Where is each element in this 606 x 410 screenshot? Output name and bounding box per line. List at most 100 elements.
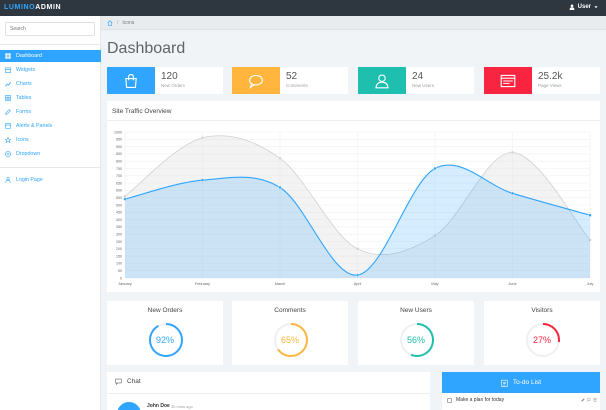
todo-item-text: Make a plan for today (456, 397, 505, 403)
x-tick-label: February (195, 282, 210, 286)
data-point (588, 213, 592, 217)
panel-divider (107, 393, 430, 394)
y-tick-label: 450 (116, 211, 122, 215)
data-point (278, 156, 282, 160)
sidebar-item-label: Widgets (16, 67, 36, 73)
progress-arc (274, 323, 308, 357)
progress-value: 92% (155, 335, 174, 345)
sidebar-item-label: Tables (16, 95, 32, 101)
stat-value: 25.2k (538, 71, 563, 82)
sidebar-item-dropdown[interactable]: Dropdown (0, 148, 101, 160)
data-point (355, 273, 360, 277)
progress-arc (526, 323, 560, 357)
sidebar-item-label: Forms (16, 109, 32, 115)
user-menu[interactable]: User (569, 4, 598, 10)
home-icon[interactable] (107, 19, 113, 26)
sidebar: Dashboard Widgets Charts Tables Forms Al… (0, 16, 101, 410)
table-icon (5, 95, 11, 101)
user-label: User (577, 4, 591, 10)
flag-icon[interactable] (587, 398, 591, 402)
browser-window-icon (500, 74, 516, 87)
search-input[interactable] (5, 22, 95, 36)
circle-plus-icon (5, 151, 11, 157)
user-icon (375, 73, 389, 88)
window-icon (5, 123, 11, 129)
sidebar-item-tables[interactable]: Tables (0, 92, 101, 104)
y-tick-label: 350 (116, 225, 122, 229)
clipboard-icon (501, 379, 508, 387)
y-tick-label: 300 (116, 233, 122, 237)
data-point (200, 136, 205, 140)
data-point (433, 233, 437, 238)
sidebar-item-login[interactable]: Login Page (0, 174, 101, 186)
panel-divider (107, 120, 600, 121)
progress-panel-orders: New Orders 92% (107, 301, 223, 365)
sidebar-item-charts[interactable]: Charts (0, 78, 101, 90)
stat-icon-box (358, 67, 406, 94)
y-tick-label: 200 (116, 247, 122, 251)
sidebar-item-label: Dashboard (16, 53, 42, 59)
star-icon (5, 137, 11, 143)
data-point (510, 150, 515, 155)
sidebar-item-forms[interactable]: Forms (0, 106, 101, 118)
todo-title: To-do List (512, 379, 542, 386)
progress-arc (400, 323, 434, 357)
shopping-bag-icon (125, 73, 137, 88)
data-point (588, 238, 592, 242)
y-tick-label: 250 (116, 240, 122, 244)
sidebar-item-label: Login Page (16, 177, 43, 183)
site-traffic-panel: Site Traffic Overview 0 50 100 150 200 250 300… (107, 101, 600, 292)
chat-message-author: John Doe (147, 403, 170, 409)
todo-item: Make a plan for today (447, 397, 597, 403)
progress-panel-visitors: Visitors 27% (484, 301, 600, 365)
top-navbar: LUMINOADMIN User (0, 0, 606, 16)
stat-icon-box (107, 67, 155, 94)
sidebar-item-alerts-panels[interactable]: Alerts & Panels (0, 120, 101, 132)
line-chart-icon (5, 81, 11, 87)
sidebar-item-icons[interactable]: Icons (0, 134, 101, 146)
y-tick-label: 600 (116, 189, 122, 193)
data-point (278, 185, 282, 190)
trash-icon[interactable] (593, 398, 597, 402)
brand-part1: LUMINO (4, 4, 36, 11)
progress-title: Comments (274, 307, 306, 314)
stat-tile-comments: 52 Comments (232, 67, 348, 94)
y-tick-label: 0 (120, 276, 122, 280)
x-tick-label: May (431, 282, 438, 286)
progress-title: New Users (400, 307, 432, 314)
stat-label: New Users (412, 83, 435, 88)
stat-icon-box (484, 67, 532, 94)
chat-panel: Chat John Doe 30 mins ago (107, 372, 430, 410)
sidebar-item-widgets[interactable]: Widgets (0, 64, 101, 76)
stat-tile-orders: 120 New Orders (107, 67, 223, 94)
y-tick-label: 500 (116, 203, 122, 207)
pencil-icon[interactable] (581, 398, 585, 402)
x-tick-label: January (118, 282, 132, 286)
y-tick-label: 800 (116, 160, 122, 164)
sidebar-divider (0, 44, 101, 45)
brand-logo[interactable]: LUMINOADMIN (4, 4, 61, 11)
y-tick-label: 400 (116, 218, 122, 222)
sidebar-item-dashboard[interactable]: Dashboard (0, 50, 101, 62)
chat-title: Chat (127, 378, 141, 385)
dashboard-icon (5, 53, 11, 59)
breadcrumb: / Icons (101, 16, 606, 30)
user-icon (5, 177, 11, 183)
breadcrumb-current: Icons (122, 19, 135, 26)
sidebar-item-label: Alerts & Panels (16, 123, 53, 129)
series-2-area (125, 165, 590, 278)
stat-tile-pageviews: 25.2k Page Views (484, 67, 600, 94)
sidebar-divider (0, 167, 101, 168)
y-tick-label: 150 (116, 254, 122, 258)
site-traffic-chart: 0 50 100 150 200 250 300 350 400 450 500 550 600 650 7… (114, 130, 593, 286)
y-tick-label: 900 (116, 145, 122, 149)
sidebar-item-label: Icons (16, 137, 29, 143)
todo-actions (581, 398, 597, 402)
y-tick-label: 50 (118, 269, 122, 273)
y-tick-label: 650 (116, 181, 122, 185)
x-tick-label: April (354, 282, 362, 286)
todo-checkbox[interactable] (447, 397, 452, 403)
x-tick-label: March (275, 282, 286, 286)
chat-header: Chat (115, 378, 141, 385)
stat-label: New Orders (161, 83, 186, 88)
